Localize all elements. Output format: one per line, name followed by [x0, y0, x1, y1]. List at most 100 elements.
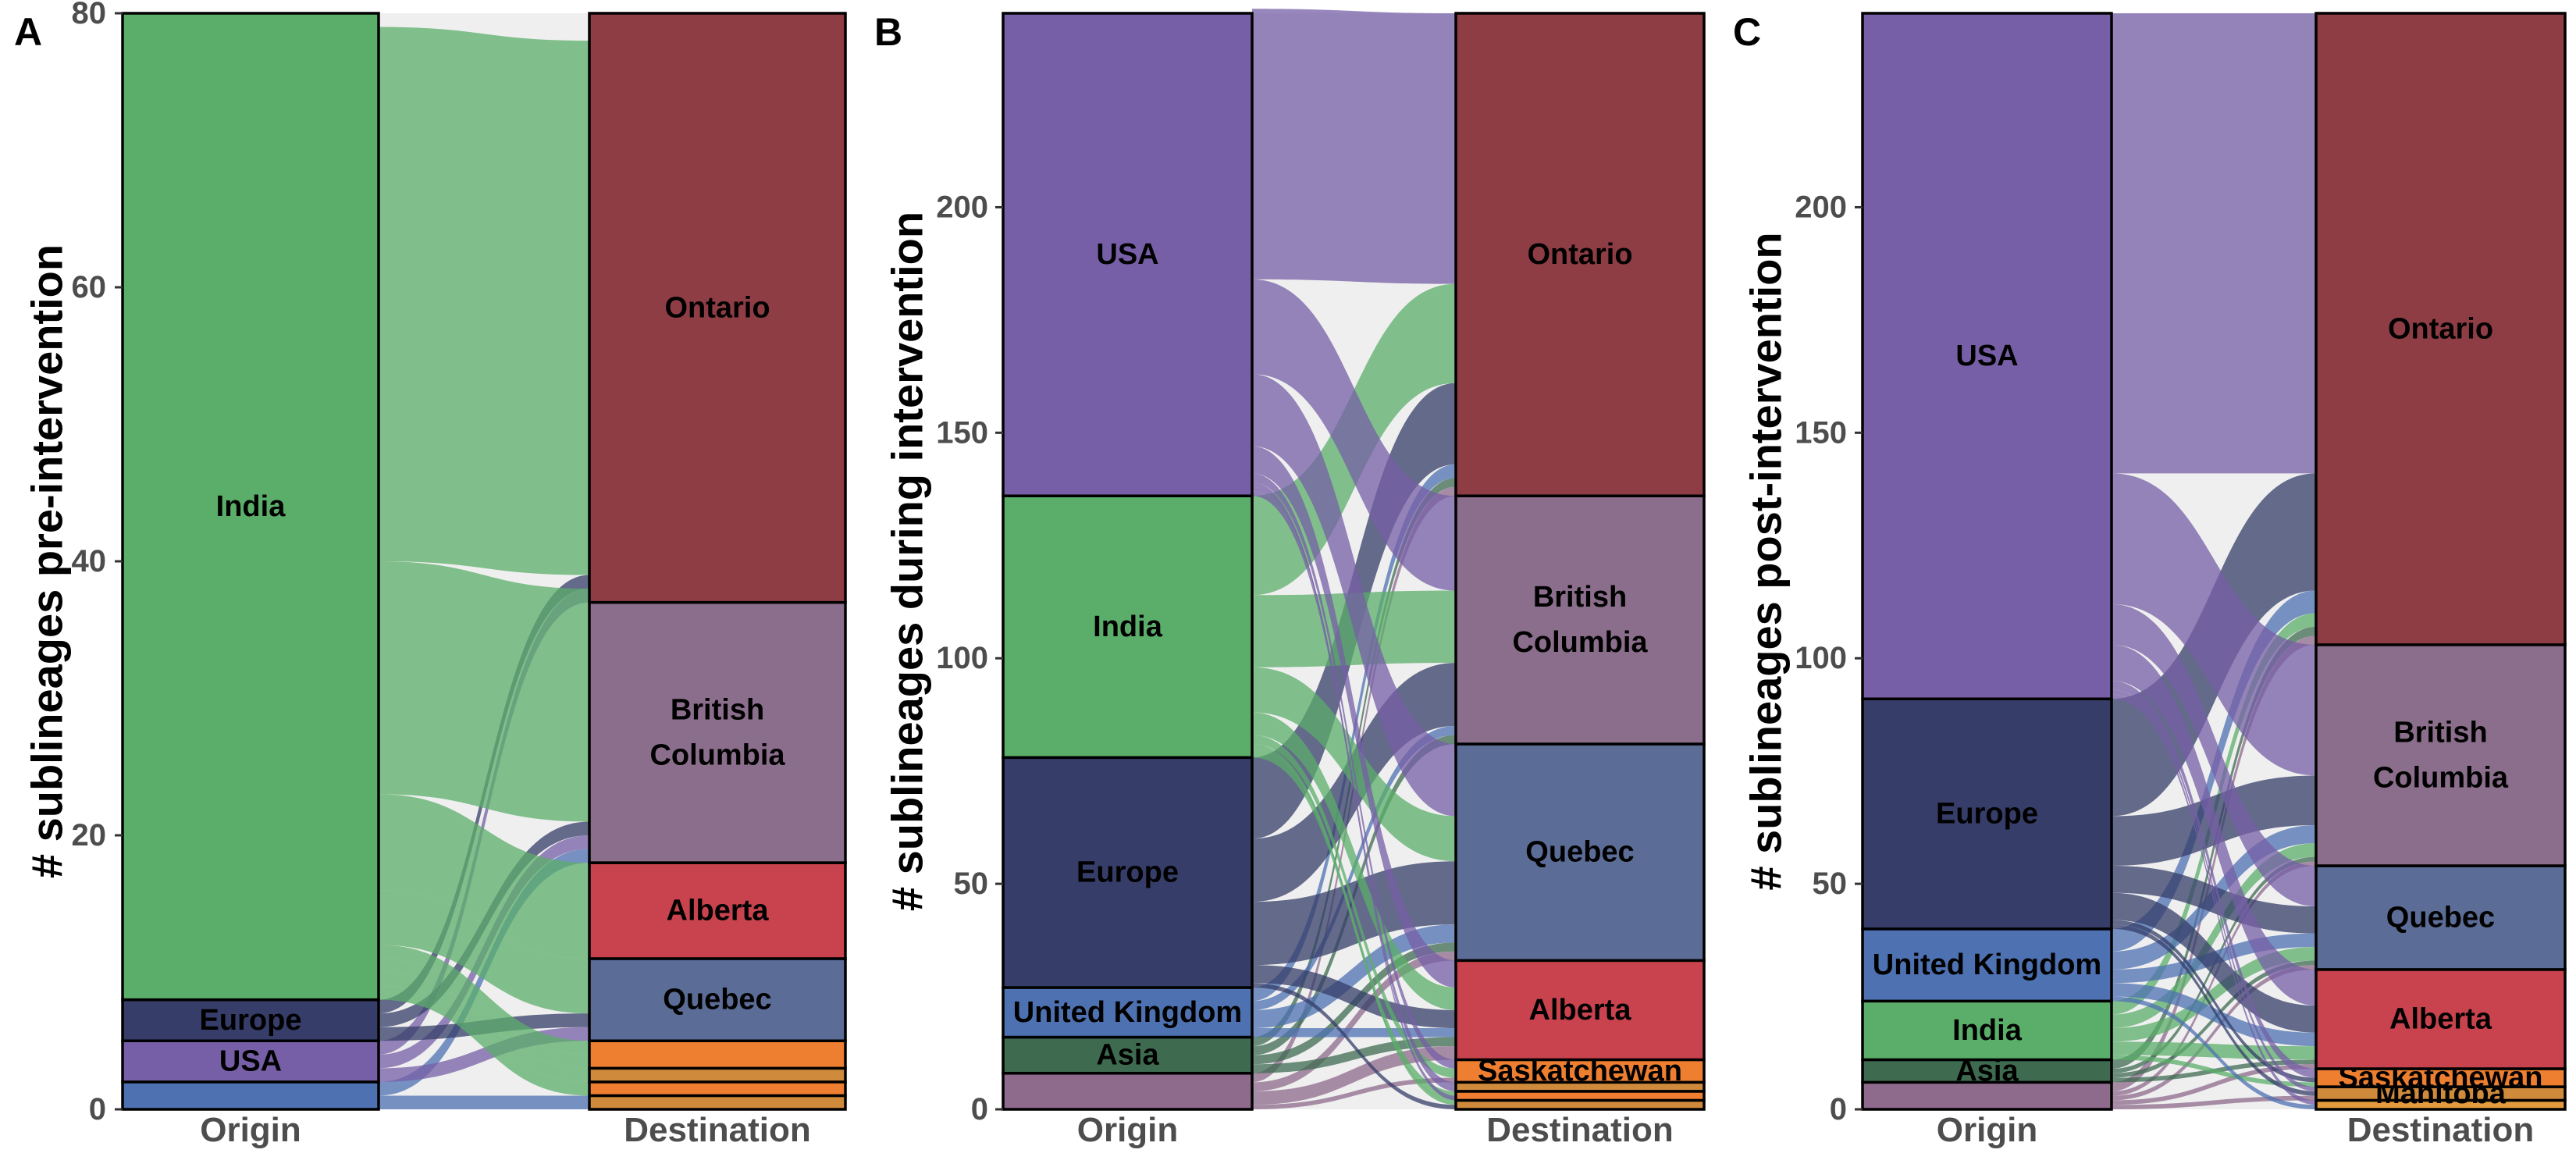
destination-stratum-quebec [1454, 742, 1706, 963]
flow-usa-to-saskatchewan [1252, 473, 1456, 1069]
flow-usa-to-british-columbia [1252, 279, 1456, 591]
flow-unlabeled-to-saskatchewan [1252, 1077, 1456, 1109]
panel-a: USA Europe India Quebec Alberta British Columb… [14, 0, 847, 1149]
origin-stratum-united-kingdom [1002, 986, 1254, 1039]
origin-label-asia: Asia [1096, 1039, 1159, 1072]
x-axis-destination-label: Destination [624, 1111, 811, 1149]
destination-stratum-british-columbia [588, 600, 847, 864]
origin-stratum-usa [1861, 12, 2113, 700]
origin-label-europe: Europe [1076, 856, 1179, 889]
destination-label-british-columbia: Columbia [1512, 626, 1648, 659]
panel-letter: A [14, 10, 42, 54]
flow-india-to-quebec [379, 890, 589, 1014]
y-tick-label: 200 [936, 190, 988, 224]
flow-europe-to-unlabeled [1252, 983, 1456, 1109]
origin-label-europe: Europe [200, 1004, 302, 1037]
destination-stratum-quebec [2314, 864, 2567, 971]
y-axis-title: # sublineages post-intervention [1742, 232, 1791, 890]
flow-usa-to-ontario [1252, 9, 1456, 284]
flow-unlabeled-to-quebec [1252, 951, 1456, 1091]
origin-stratum-unlabeled [121, 1080, 380, 1111]
destination-label-quebec: Quebec [2386, 901, 2495, 934]
flow-india-to-british-columbia [379, 561, 589, 822]
flow-india-to-quebec [1252, 667, 1456, 862]
y-tick-label: 60 [72, 270, 107, 304]
y-tick-label: 80 [72, 0, 107, 30]
destination-stratum-unlabeled [588, 1066, 847, 1084]
destination-label-british-columbia: Columbia [649, 739, 785, 771]
flow-india-to-unlabeled [379, 986, 589, 1096]
origin-stratum-europe [1002, 756, 1254, 989]
x-axis-origin-label: Origin [200, 1111, 301, 1149]
origin-stratum-united-kingdom [1861, 927, 2113, 1003]
y-tick-label: 50 [954, 867, 989, 901]
origin-stratum-india [1002, 494, 1254, 760]
flow-usa-to-alberta [2112, 644, 2316, 1006]
destination-label-quebec: Quebec [663, 984, 771, 1016]
destination-stratum-ontario [588, 12, 847, 604]
destination-label-ontario: Ontario [1527, 238, 1632, 271]
destination-label-ontario: Ontario [2388, 312, 2493, 345]
flow-usa-to-quebec [1252, 374, 1456, 817]
flow-usa-to-saskatchewan [2112, 681, 2316, 1078]
origin-stratum-usa [1002, 12, 1254, 497]
flow-unlabeled-to-british-columbia [2112, 861, 2316, 1096]
origin-label-europe: Europe [1936, 798, 2038, 831]
x-axis-origin-label: Origin [1937, 1111, 2038, 1149]
x-axis-origin-label: Origin [1077, 1111, 1179, 1149]
flow-united-kingdom-to-ontario [1252, 464, 1456, 1002]
origin-label-united-kingdom: United Kingdom [1013, 996, 1242, 1029]
y-tick-label: 20 [72, 818, 107, 852]
destination-stratum-british-columbia [2314, 643, 2567, 867]
destination-stratum-alberta [2314, 968, 2567, 1070]
destination-stratum-ontario [1454, 12, 1706, 497]
flow-india-to-alberta [1252, 712, 1456, 1010]
destination-stratum-unlabeled [588, 1080, 847, 1098]
panel-letter: C [1733, 10, 1761, 54]
destination-label-alberta: Alberta [1529, 994, 1632, 1027]
flow-united-kingdom-to-alberta [1252, 1028, 1456, 1038]
flow-usa-to-manitoba [2112, 689, 2316, 1091]
flow-asia-to-alberta [1252, 1037, 1456, 1073]
flow-india-to-unlabeled [1252, 744, 1456, 1105]
destination-stratum-quebec [588, 957, 847, 1042]
y-tick-label: 0 [971, 1092, 988, 1127]
flow-asia-to-ontario [2112, 626, 2316, 1069]
y-tick-label: 200 [1795, 190, 1847, 224]
flow-india-to-british-columbia [2112, 843, 2316, 1028]
y-tick-label: 100 [1795, 641, 1847, 675]
origin-label-india: India [216, 490, 286, 523]
destination-label-british-columbia: British [2393, 716, 2487, 749]
flow-europe-to-quebec [1252, 861, 1456, 966]
origin-stratum-europe [1861, 697, 2113, 931]
flow-india-to-unlabeled [379, 972, 589, 1082]
flow-usa-to-unlabeled [1252, 486, 1456, 1087]
flow-europe-to-manitoba [2112, 924, 2316, 1096]
origin-label-india: India [1093, 610, 1163, 643]
flow-unlabeled-to-unlabeled [379, 1095, 589, 1109]
flow-unlabeled-to-manitoba [2112, 1095, 2316, 1109]
flow-unlabeled-to-ontario [2112, 635, 2316, 1091]
destination-label-british-columbia: Columbia [2373, 761, 2509, 794]
flow-united-kingdom-to-quebec [1252, 924, 1456, 1028]
destination-label-alberta: Alberta [667, 895, 770, 927]
flow-united-kingdom-to-unlabeled [2112, 996, 2316, 1109]
y-axis-title: # sublineages during intervention [883, 212, 932, 911]
flow-usa-to-ontario [379, 589, 589, 1055]
flow-usa-to-ontario [2112, 13, 2316, 474]
origin-stratum-india [1861, 999, 2113, 1062]
flow-usa-to-unlabeled [2112, 694, 2316, 1105]
flow-usa-to-unlabeled [1252, 482, 1456, 1101]
origin-label-usa: USA [1955, 340, 2018, 372]
flow-usa-to-quebec [2112, 603, 2316, 906]
destination-label-british-columbia: British [1533, 581, 1627, 614]
flow-usa-to-alberta [1252, 446, 1456, 988]
flow-unlabeled-to-quebec [2112, 965, 2316, 1101]
flow-india-to-alberta [379, 794, 589, 959]
y-axis-title: # sublineages pre-intervention [23, 244, 72, 878]
origin-label-usa: USA [1096, 238, 1158, 271]
flow-india-to-unlabeled [379, 945, 589, 1055]
